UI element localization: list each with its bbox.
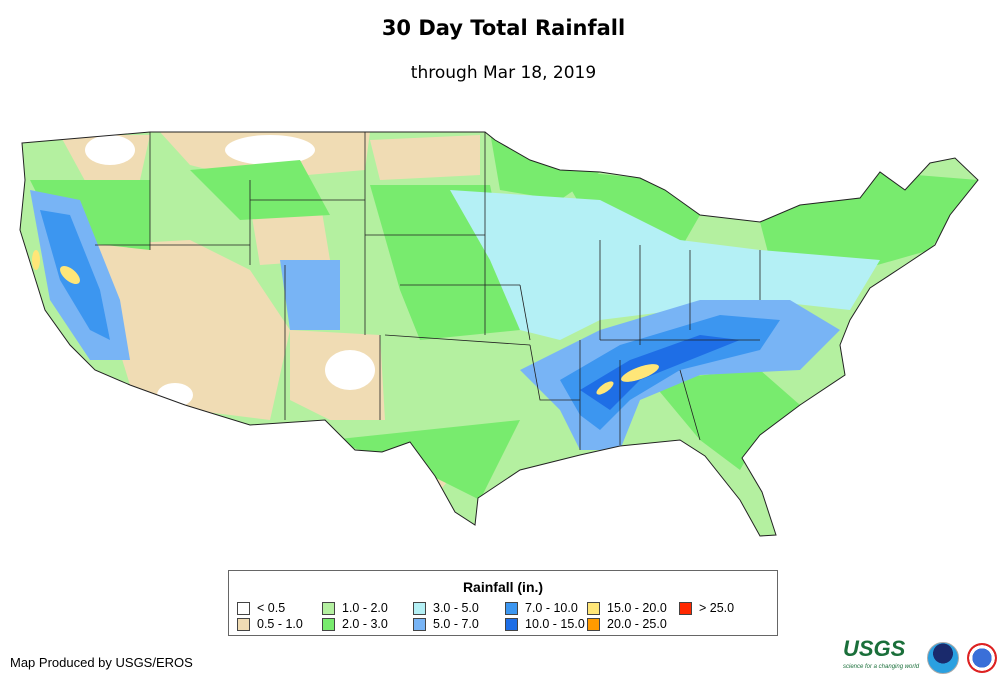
legend-title: Rainfall (in.) bbox=[462, 579, 544, 595]
legend-item: 2.0 - 3.0 bbox=[322, 617, 388, 631]
legend-label: 20.0 - 25.0 bbox=[607, 617, 667, 631]
legend-swatch bbox=[505, 617, 518, 631]
legend-label: 7.0 - 10.0 bbox=[525, 601, 578, 615]
legend-label: 3.0 - 5.0 bbox=[433, 601, 479, 615]
us-rainfall-map bbox=[19, 131, 979, 537]
legend-item: < 0.5 bbox=[237, 601, 285, 615]
legend-label: 15.0 - 20.0 bbox=[607, 601, 667, 615]
legend-label: 2.0 - 3.0 bbox=[342, 617, 388, 631]
state-boundaries bbox=[95, 132, 761, 450]
legend-swatch bbox=[413, 601, 426, 615]
legend-label: > 25.0 bbox=[699, 601, 735, 615]
map-subtitle: through Mar 18, 2019 bbox=[410, 63, 597, 83]
legend-item: 7.0 - 10.0 bbox=[505, 601, 578, 615]
legend-item: 1.0 - 2.0 bbox=[322, 601, 388, 615]
legend-item: 10.0 - 15.0 bbox=[505, 617, 585, 631]
usgs-logo: USGS science for a changing world bbox=[843, 636, 920, 671]
legend-swatch bbox=[413, 617, 426, 631]
legend-item: 15.0 - 20.0 bbox=[587, 601, 667, 615]
legend-label: 0.5 - 1.0 bbox=[257, 617, 303, 631]
legend-swatch bbox=[587, 601, 600, 615]
legend-swatch bbox=[679, 601, 692, 615]
legend-swatch bbox=[237, 617, 250, 631]
legend-item: 0.5 - 1.0 bbox=[237, 617, 303, 631]
legend-swatch bbox=[322, 601, 335, 615]
legend-swatch bbox=[322, 617, 335, 631]
legend-swatch bbox=[587, 617, 600, 631]
legend-swatch bbox=[237, 601, 250, 615]
noaa-logo bbox=[927, 642, 960, 674]
nws-logo bbox=[967, 643, 998, 673]
agency-logos: USGS science for a changing world bbox=[843, 636, 998, 676]
rainfall-fields bbox=[20, 132, 978, 536]
legend-item: 20.0 - 25.0 bbox=[587, 617, 667, 631]
legend-item: 5.0 - 7.0 bbox=[413, 617, 479, 631]
legend-label: 1.0 - 2.0 bbox=[342, 601, 388, 615]
map-title: 30 Day Total Rainfall bbox=[381, 16, 626, 40]
legend-label: < 0.5 bbox=[257, 601, 286, 615]
legend-swatch bbox=[505, 601, 518, 615]
credit-text: Map Produced by USGS/EROS bbox=[10, 655, 193, 670]
legend-item: > 25.0 bbox=[679, 601, 734, 615]
legend-label: 5.0 - 7.0 bbox=[433, 617, 479, 631]
legend-item: 3.0 - 5.0 bbox=[413, 601, 479, 615]
legend: Rainfall (in.) < 0.5 0.5 - 1.0 1.0 - 2.0 2.… bbox=[228, 570, 778, 636]
legend-label: 10.0 - 15.0 bbox=[525, 617, 585, 631]
